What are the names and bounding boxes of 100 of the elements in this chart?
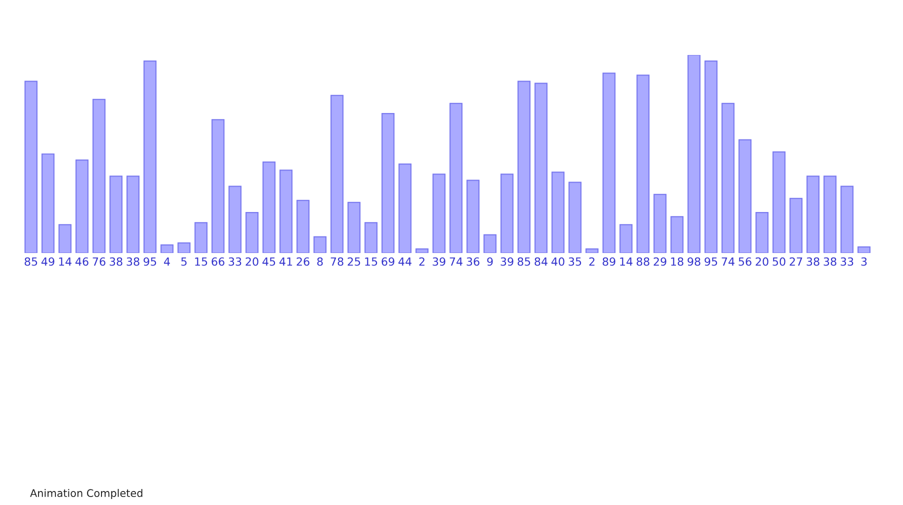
bar	[602, 72, 616, 253]
bar	[398, 164, 412, 253]
bar	[840, 186, 854, 253]
data-label: 84	[534, 257, 548, 266]
data-label: 50	[772, 257, 786, 266]
data-label: 29	[654, 257, 666, 266]
bar	[194, 222, 208, 253]
bar	[772, 151, 786, 253]
data-label: 2	[589, 257, 594, 266]
bar	[517, 80, 531, 253]
data-label: 36	[466, 257, 480, 266]
bar	[789, 198, 803, 253]
bar	[41, 153, 55, 253]
data-label: 3	[861, 257, 867, 266]
data-label: 95	[704, 257, 718, 266]
data-label: 39	[500, 257, 514, 266]
bar	[432, 174, 446, 253]
bar	[670, 216, 684, 253]
bar	[500, 174, 514, 253]
data-label: 41	[279, 258, 292, 266]
bar	[330, 94, 344, 253]
bar	[738, 139, 752, 253]
data-label: 20	[756, 257, 768, 266]
bar	[24, 80, 38, 253]
data-label: 20	[246, 257, 258, 266]
data-label: 39	[432, 257, 446, 266]
data-label: 46	[75, 257, 88, 266]
data-label: 26	[296, 257, 310, 266]
data-label: 9	[487, 257, 493, 266]
data-label: 40	[551, 257, 564, 266]
data-label: 85	[24, 257, 38, 266]
bar	[381, 113, 395, 253]
bar	[160, 244, 174, 253]
data-label: 66	[212, 257, 224, 266]
data-label: 38	[110, 257, 122, 266]
bar	[313, 236, 327, 253]
bar	[126, 176, 140, 253]
data-label: 78	[330, 257, 344, 266]
data-label: 35	[568, 257, 582, 266]
text: Animation Completed	[30, 488, 142, 500]
bar	[228, 186, 242, 253]
data-label: 33	[228, 257, 242, 266]
bar	[75, 160, 89, 253]
bar	[143, 60, 157, 253]
bar	[449, 102, 463, 253]
bar	[806, 176, 820, 253]
bar	[585, 248, 599, 253]
data-label: 5	[181, 258, 187, 266]
bar	[636, 74, 650, 253]
bar	[347, 202, 361, 253]
data-label: 44	[398, 258, 412, 266]
data-label: 76	[92, 257, 106, 266]
data-label: 38	[126, 257, 140, 266]
bar	[364, 222, 378, 253]
data-label: 15	[365, 258, 378, 266]
bar	[534, 82, 548, 253]
data-label: 33	[840, 257, 854, 266]
bar	[109, 176, 123, 253]
bar	[177, 242, 191, 253]
data-label: 69	[382, 257, 394, 266]
data-label: 85	[518, 257, 530, 266]
bar	[245, 212, 259, 253]
bar	[653, 194, 667, 253]
data-label: 38	[824, 257, 836, 266]
data-label: 18	[671, 257, 684, 266]
bar	[58, 224, 72, 253]
bar	[823, 176, 837, 253]
data-label: 74	[450, 258, 462, 266]
bar	[279, 170, 293, 253]
data-label: 2	[419, 257, 424, 266]
data-label: 15	[195, 258, 208, 266]
bar	[551, 172, 565, 253]
data-label: 88	[636, 257, 650, 266]
data-label: 38	[806, 257, 820, 266]
bar	[857, 246, 871, 253]
bar	[211, 119, 225, 253]
bar	[619, 224, 633, 253]
bar	[92, 98, 106, 253]
data-label: 14	[620, 258, 632, 266]
data-label: 98	[688, 257, 700, 266]
data-label: 4	[164, 258, 170, 266]
bar	[721, 102, 735, 253]
data-label: 74	[722, 258, 734, 266]
data-label: 49	[41, 257, 54, 266]
data-label: 27	[790, 257, 802, 266]
data-label: 56	[738, 257, 752, 266]
bar	[296, 200, 310, 253]
bar	[687, 55, 701, 253]
bar	[466, 180, 480, 253]
bar	[568, 182, 582, 253]
data-label: 14	[59, 258, 72, 266]
data-label: 8	[317, 257, 323, 266]
bar	[704, 60, 718, 253]
bar	[483, 234, 497, 253]
bar	[415, 248, 429, 253]
data-label: 95	[144, 257, 156, 266]
data-label: 25	[348, 257, 360, 266]
bar	[262, 162, 276, 253]
data-label: 45	[262, 258, 276, 266]
data-label: 89	[602, 257, 616, 266]
